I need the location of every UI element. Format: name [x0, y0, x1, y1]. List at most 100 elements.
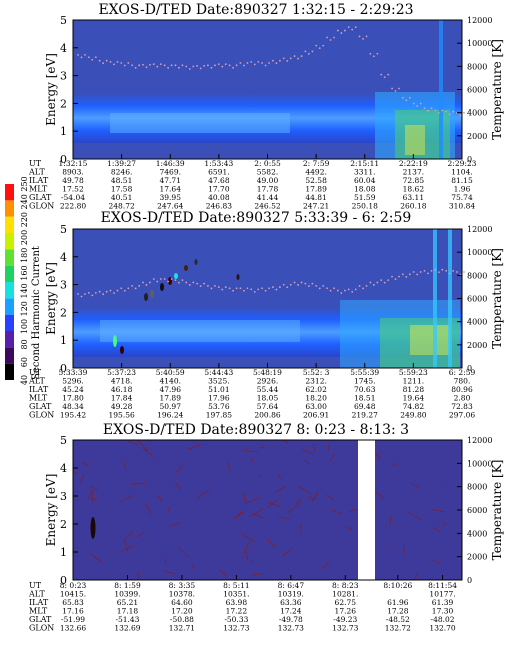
- temperature-point: [131, 64, 134, 67]
- temperature-point: [224, 63, 227, 66]
- noise-line: [288, 501, 302, 513]
- noise-line: [252, 512, 264, 519]
- ephemeris-row-label: MLT: [29, 394, 48, 403]
- temperature-point: [232, 66, 235, 69]
- colorbar-tick-label: 250: [20, 176, 29, 191]
- temperature-point: [105, 59, 108, 62]
- temperature-point: [167, 280, 170, 283]
- noise-line: [141, 446, 155, 458]
- y2-tick-label: 8000: [467, 483, 487, 492]
- colorbar-swatch: [5, 347, 14, 364]
- y2-axis-label: Temperature [K]: [490, 460, 504, 561]
- temperature-point: [264, 64, 267, 67]
- y-tick-label: 2: [60, 518, 67, 531]
- ephemeris-cell: 17.84: [111, 394, 133, 403]
- temperature-point: [98, 290, 101, 293]
- noise-line: [268, 501, 280, 508]
- noise-line: [330, 509, 343, 515]
- ephemeris-cell: 41.44: [257, 193, 279, 202]
- noise-line: [241, 555, 244, 558]
- temperature-point: [448, 113, 451, 116]
- noise-line: [430, 526, 440, 532]
- temperature-point: [87, 291, 90, 294]
- temperature-point: [398, 87, 400, 90]
- temperature-point: [105, 290, 108, 293]
- noise-line: [441, 521, 448, 526]
- ephemeris-cell: 4492.: [305, 168, 326, 177]
- temperature-point: [207, 64, 209, 67]
- y-tick-label: 0: [60, 574, 67, 587]
- temperature-point: [416, 273, 419, 276]
- temperature-point: [391, 87, 393, 90]
- noise-line: [244, 450, 259, 453]
- ephemeris-cell: 246.52: [254, 202, 280, 211]
- ephemeris-cell: 81.15: [451, 176, 473, 185]
- ephemeris-cell: 247.64: [157, 202, 183, 211]
- temperature-point: [113, 63, 115, 66]
- temperature-point: [336, 289, 339, 292]
- noise-line: [402, 545, 406, 555]
- temperature-point: [250, 60, 253, 63]
- ephemeris-cell: 70.63: [354, 385, 376, 394]
- temperature-point: [221, 65, 224, 68]
- y-tick-label: 0: [60, 153, 67, 166]
- ephemeris-cell: 10415.: [60, 590, 86, 599]
- temperature-point: [358, 285, 361, 287]
- ephemeris-row-label: GLON: [29, 624, 54, 633]
- temperature-point: [308, 285, 310, 287]
- temperature-point: [261, 62, 263, 64]
- ephemeris-cell: 52.58: [305, 176, 327, 185]
- temperature-point: [369, 281, 372, 284]
- temperature-point: [127, 287, 130, 290]
- ephemeris-cell: 62.02: [305, 385, 327, 394]
- temperature-point: [228, 64, 231, 67]
- noise-line: [161, 570, 177, 575]
- colorbar-swatch: [5, 265, 14, 282]
- colorbar-swatch: [5, 331, 14, 348]
- noise-line: [394, 543, 396, 545]
- ephemeris-cell: 5:33:39: [59, 368, 88, 377]
- y2-tick-label: 2000: [467, 553, 487, 562]
- panel-2-band-core: [100, 320, 300, 342]
- noise-line: [131, 482, 146, 486]
- colorbar-swatch: [5, 216, 14, 233]
- colorbar-tick-label: 120: [20, 301, 29, 316]
- ephemeris-cell: 2.80: [454, 394, 471, 403]
- temperature-point: [408, 273, 411, 276]
- temperature-point: [300, 55, 303, 57]
- ephemeris-cell: 17.89: [305, 185, 327, 194]
- y2-tick-label: 10000: [467, 459, 492, 468]
- y2-tick-label: 6000: [467, 295, 487, 304]
- noise-line: [169, 521, 181, 527]
- colorbar-tick-label: 160: [20, 265, 29, 280]
- temperature-point: [365, 35, 368, 38]
- y-axis-label: Energy [eV]: [44, 53, 58, 126]
- panel-1-noise-yellow: [405, 125, 425, 155]
- ephemeris-cell: -51.99: [61, 615, 85, 624]
- temperature-point: [412, 102, 415, 105]
- temperature-point: [304, 282, 307, 285]
- y-tick-label: 4: [60, 462, 67, 475]
- ephemeris-cell: 17.70: [208, 185, 230, 194]
- temperature-point: [77, 293, 79, 295]
- temperature-point: [77, 54, 79, 56]
- temperature-point: [343, 289, 346, 292]
- ephemeris-cell: 1:53:43: [204, 159, 233, 168]
- ephemeris-cell: 47.71: [160, 176, 181, 185]
- ephemeris-cell: 780.: [454, 377, 471, 386]
- noise-line: [250, 508, 263, 518]
- ephemeris-cell: 206.91: [303, 411, 329, 420]
- temperature-point: [394, 90, 397, 92]
- ephemeris-cell: 250.18: [352, 202, 378, 211]
- ephemeris-row-label: GLAT: [29, 402, 52, 411]
- temperature-point: [174, 64, 177, 67]
- ephemeris-cell: 19.64: [403, 394, 425, 403]
- ephemeris-cell: 10378.: [169, 590, 195, 599]
- temperature-point: [214, 64, 216, 67]
- temperature-point: [372, 55, 375, 58]
- ephemeris-cell: 5:48:19: [253, 368, 282, 377]
- temperature-point: [362, 37, 364, 40]
- colorbar-swatch: [5, 298, 14, 315]
- ephemeris-cell: 17.28: [387, 607, 409, 616]
- temperature-point: [145, 284, 148, 286]
